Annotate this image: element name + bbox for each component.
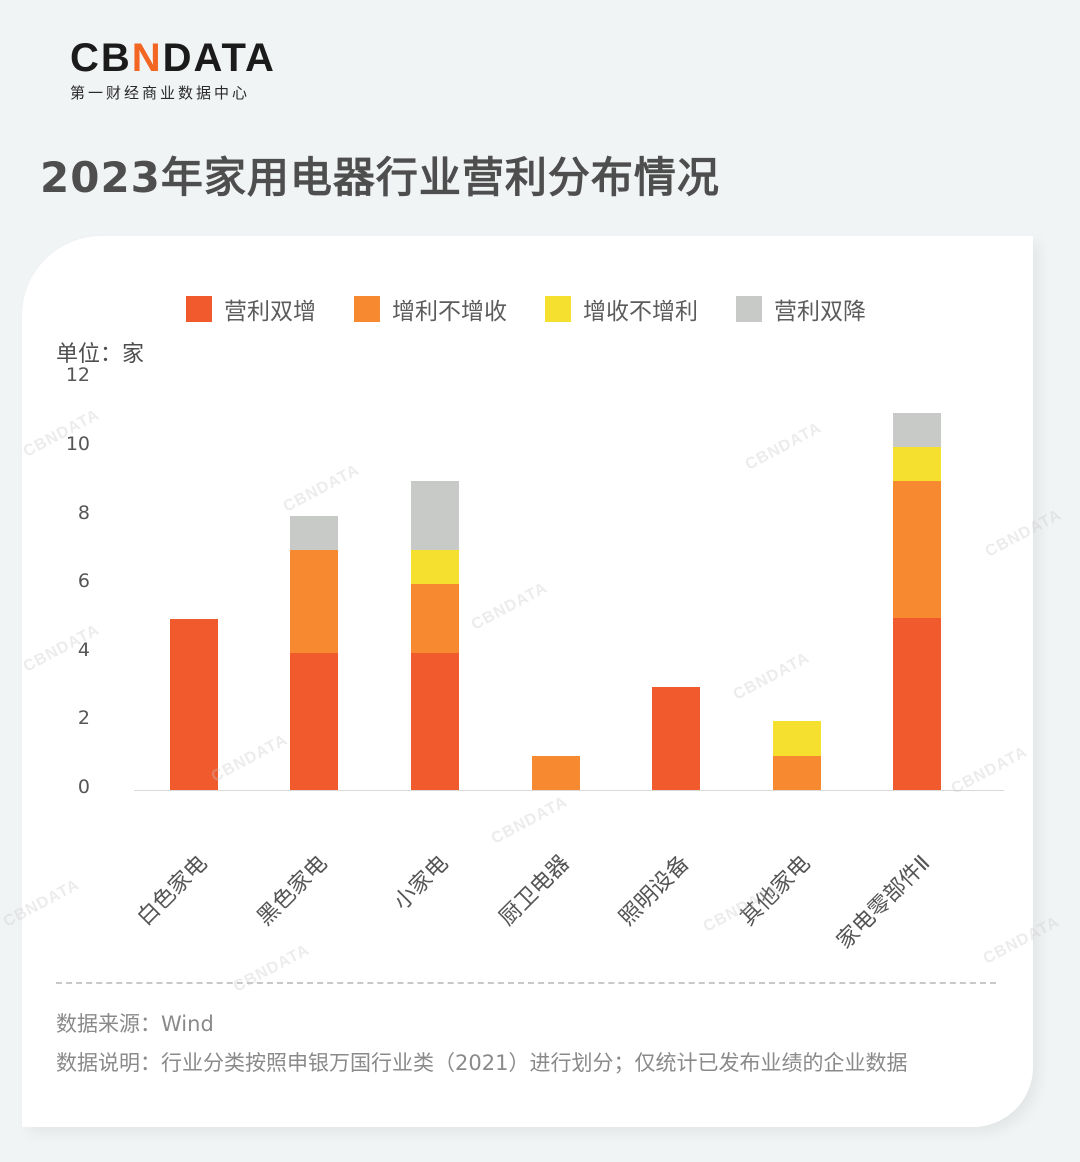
bar-segment — [773, 755, 821, 790]
unit-label: 单位：家 — [56, 342, 145, 367]
bar-segment — [290, 515, 338, 550]
brand-logo: CBNDATA 第一财经商业数据中心 — [70, 38, 276, 103]
page-title: 2023年家用电器行业营利分布情况 — [40, 153, 720, 202]
legend-item: 增收不增利 — [545, 292, 698, 326]
legend-swatch — [736, 296, 762, 322]
bar-segment — [773, 721, 821, 756]
logo-subtitle: 第一财经商业数据中心 — [70, 84, 251, 102]
legend-label: 增收不增利 — [583, 299, 698, 325]
legend-swatch — [186, 296, 212, 322]
bar-stack — [652, 687, 700, 790]
bar-segment — [652, 687, 700, 790]
y-tick-label: 0 — [77, 776, 90, 798]
bar-segment — [411, 652, 459, 790]
bar-segment — [893, 618, 941, 790]
legend-item: 营利双增 — [186, 292, 316, 326]
bar-stack — [170, 618, 218, 790]
legend-label: 营利双增 — [224, 299, 316, 325]
x-axis-line — [134, 790, 1004, 791]
bar-segment — [290, 549, 338, 653]
bar-segment — [170, 618, 218, 790]
y-tick-label: 12 — [65, 364, 90, 387]
bar-segment — [411, 584, 459, 653]
legend-swatch — [545, 296, 571, 322]
y-tick-label: 4 — [77, 638, 90, 661]
bar-segment — [893, 481, 941, 619]
bar-segment — [893, 447, 941, 482]
bar-segment — [290, 652, 338, 790]
bar-segment — [411, 481, 459, 550]
y-tick-label: 2 — [77, 707, 90, 730]
data-note: 数据说明：行业分类按照申银万国行业类（2021）进行划分；仅统计已发布业绩的企业… — [56, 1051, 908, 1075]
bar-stack — [411, 481, 459, 790]
bar-segment — [893, 412, 941, 447]
bar-stack — [532, 755, 580, 790]
legend-label: 营利双降 — [774, 299, 866, 325]
y-tick-label: 6 — [77, 570, 90, 593]
legend-label: 增利不增收 — [392, 299, 507, 325]
data-source: 数据来源：Wind — [56, 1012, 214, 1036]
logo-wordmark: CBNDATA — [70, 36, 276, 80]
bar-stack — [893, 412, 941, 790]
bar-stack — [773, 721, 821, 790]
legend-swatch — [354, 296, 380, 322]
y-tick-label: 8 — [77, 501, 90, 524]
chart-legend: 营利双增 增利不增收 增收不增利 营利双降 — [186, 292, 904, 326]
bar-segment — [532, 755, 580, 790]
bar-stack — [290, 515, 338, 790]
legend-item: 营利双降 — [736, 292, 866, 326]
legend-item: 增利不增收 — [354, 292, 507, 326]
bar-segment — [411, 549, 459, 585]
y-tick-label: 10 — [65, 433, 90, 455]
footer-divider — [56, 982, 996, 984]
